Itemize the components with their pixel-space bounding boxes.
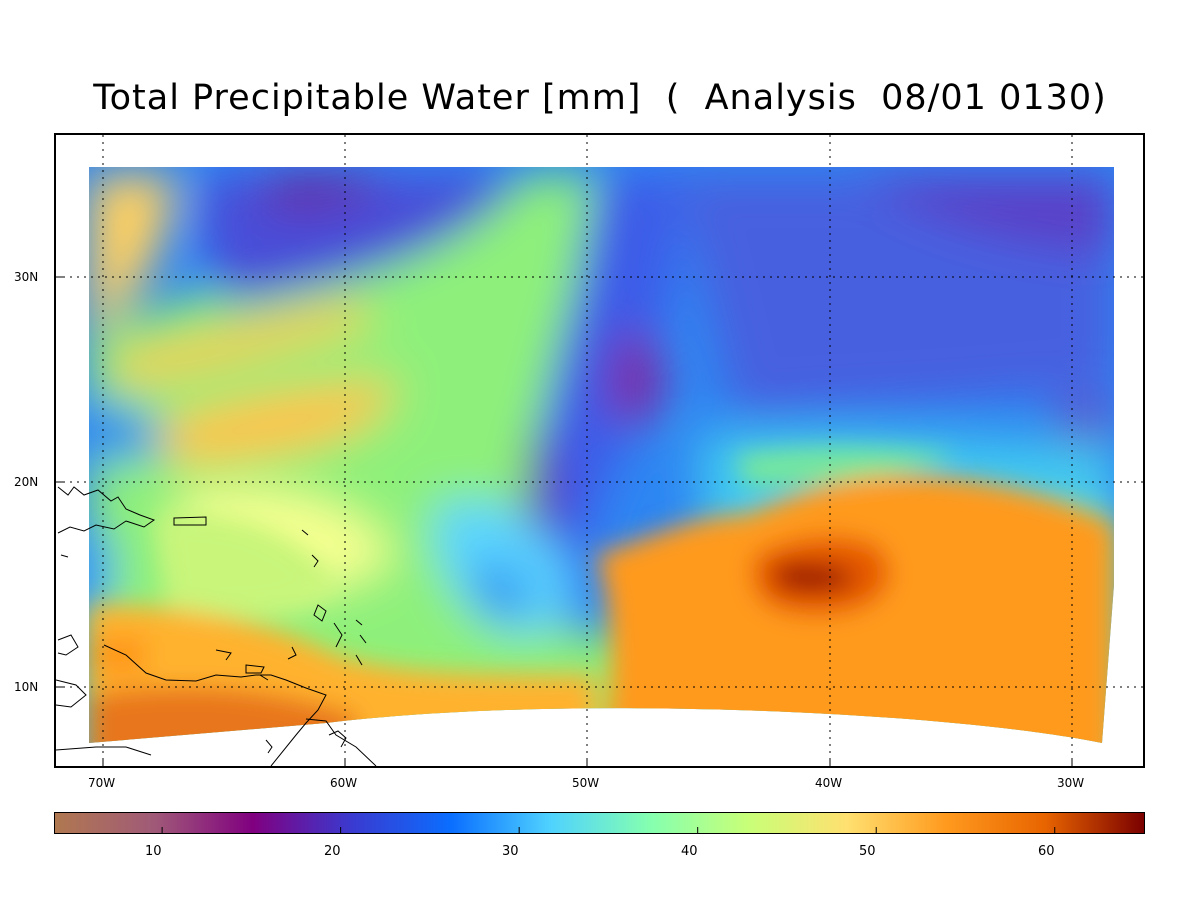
- lat-label-10n: 10N: [14, 680, 39, 694]
- lat-label-30n: 30N: [14, 270, 39, 284]
- lon-label-70w: 70W: [88, 776, 116, 790]
- lat-label-20n: 20N: [14, 475, 39, 489]
- lon-label-30w: 30W: [1057, 776, 1085, 790]
- tpw-field-map: [56, 135, 1143, 766]
- lon-label-40w: 40W: [815, 776, 843, 790]
- lon-label-50w: 50W: [572, 776, 600, 790]
- lon-label-60w: 60W: [330, 776, 358, 790]
- map-panel: [54, 133, 1145, 768]
- precipitable-water-field: [89, 167, 1114, 743]
- axis-ticks: [56, 276, 1073, 766]
- colorbar-tick-20: 20: [324, 844, 341, 859]
- colorbar-tick-10: 10: [145, 844, 162, 859]
- colorbar: [54, 812, 1145, 834]
- colorbar-tick-40: 40: [681, 844, 698, 859]
- colorbar-graphic: [55, 813, 1144, 833]
- colorbar-tick-30: 30: [502, 844, 519, 859]
- graticule: [56, 135, 1143, 766]
- colorbar-tick-50: 50: [859, 844, 876, 859]
- map-title: Total Precipitable Water [mm] ( Analysis…: [93, 78, 1107, 118]
- colorbar-tick-60: 60: [1038, 844, 1055, 859]
- coastlines: [56, 486, 377, 766]
